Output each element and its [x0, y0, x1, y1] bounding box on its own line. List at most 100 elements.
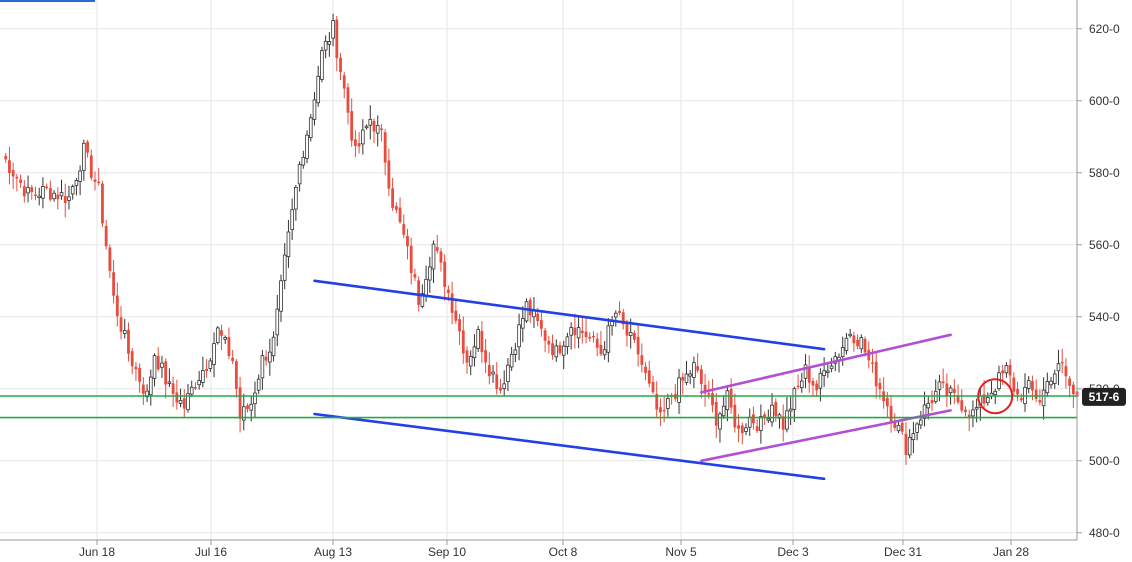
candle-bullish — [305, 134, 309, 159]
candle-bullish — [848, 333, 852, 337]
candle-bearish — [1060, 361, 1064, 364]
candle-bullish — [986, 397, 990, 403]
last-candle-circle[interactable] — [977, 378, 1014, 415]
candle-bearish — [130, 351, 134, 367]
candle-bullish — [152, 355, 157, 379]
candle-bullish — [241, 406, 246, 421]
candle-bullish — [297, 164, 302, 185]
candle-bullish — [785, 410, 789, 430]
channel-upper[interactable] — [313, 279, 826, 351]
candlestick-series — [4, 13, 1079, 466]
candle-bearish — [372, 121, 376, 132]
candle-bearish — [1008, 365, 1012, 376]
candle-bearish — [636, 336, 640, 355]
candle-bearish — [930, 399, 934, 404]
candle-bullish — [361, 129, 365, 145]
x-tick-label: Oct 8 — [549, 545, 578, 559]
candle-bearish — [48, 188, 52, 200]
candle-bullish — [167, 381, 172, 384]
candle-bearish — [465, 350, 469, 363]
wedge-upper[interactable] — [700, 333, 952, 394]
candle-bullish — [148, 376, 153, 396]
candle-bearish — [138, 367, 142, 382]
candle-bullish — [911, 433, 916, 441]
candle-bearish — [647, 370, 651, 384]
candle-bearish — [960, 400, 964, 411]
candle-bearish — [956, 395, 960, 403]
candle-bearish — [394, 206, 398, 210]
candle-bullish — [74, 180, 79, 187]
trendline-annotations[interactable] — [0, 279, 1077, 481]
candle-bullish — [569, 327, 573, 336]
candle-bullish — [59, 192, 64, 197]
candle-bullish — [78, 170, 82, 182]
candle-bearish — [391, 188, 394, 208]
wedge-lower[interactable] — [700, 409, 952, 463]
candle-bullish — [896, 425, 901, 432]
candle-bearish — [696, 366, 700, 371]
y-tick-label: 600-0 — [1089, 94, 1120, 108]
candle-bearish — [640, 355, 644, 365]
candle-bullish — [1004, 365, 1009, 374]
candle-bearish — [108, 247, 112, 271]
candle-bearish — [752, 414, 755, 424]
candle-bearish — [127, 329, 130, 354]
axes — [0, 0, 1078, 541]
candle-bullish — [844, 337, 849, 351]
candle-bullish — [606, 325, 611, 353]
candle-bearish — [1016, 388, 1019, 395]
channel-lower[interactable] — [313, 412, 826, 481]
last-price-label: 517-6 — [1089, 390, 1120, 404]
candle-bullish — [1052, 373, 1057, 384]
candle-bearish — [558, 345, 562, 354]
x-tick-label: Jun 18 — [79, 545, 115, 559]
candle-bullish — [971, 409, 975, 417]
candle-bearish — [104, 225, 108, 247]
candle-bearish — [737, 425, 740, 429]
candle-bearish — [495, 374, 499, 390]
candle-bearish — [528, 299, 532, 316]
candle-bullish — [327, 40, 332, 45]
candle-bearish — [234, 361, 238, 389]
candle-bearish — [264, 356, 268, 361]
candle-bullish — [919, 419, 923, 426]
candle-bearish — [807, 366, 811, 383]
candle-bearish — [45, 186, 49, 189]
candle-bullish — [602, 349, 607, 356]
candle-bearish — [703, 384, 707, 394]
candle-bearish — [34, 194, 37, 197]
candle-bearish — [621, 312, 625, 325]
candle-bearish — [354, 139, 357, 146]
candle-bearish — [651, 381, 655, 393]
candle-bullish — [37, 195, 41, 199]
candle-bullish — [688, 373, 692, 377]
candle-bullish — [915, 423, 919, 433]
candle-bearish — [551, 343, 554, 356]
candle-bullish — [532, 310, 536, 318]
candle-bearish — [30, 187, 34, 193]
candle-bearish — [863, 338, 867, 353]
candle-bearish — [584, 331, 588, 338]
candle-bullish — [502, 383, 506, 389]
candle-bearish — [781, 416, 785, 430]
x-tick-label: Nov 5 — [665, 545, 697, 559]
candle-bullish — [803, 364, 808, 379]
candle-bearish — [97, 181, 101, 184]
candle-bullish — [424, 278, 428, 296]
candle-bearish — [1001, 370, 1005, 374]
candle-bullish — [323, 40, 328, 51]
candle-bullish — [26, 187, 30, 194]
candle-bullish — [320, 50, 324, 80]
candle-bullish — [576, 327, 581, 339]
candle-bearish — [729, 388, 733, 408]
candle-bearish — [885, 397, 889, 407]
candle-bullish — [1049, 380, 1053, 386]
candle-bullish — [472, 346, 477, 359]
candle-bearish — [86, 141, 89, 153]
candle-bearish — [964, 409, 967, 413]
candle-bullish — [268, 351, 272, 363]
candle-bearish — [487, 365, 491, 377]
candle-bearish — [547, 340, 551, 345]
